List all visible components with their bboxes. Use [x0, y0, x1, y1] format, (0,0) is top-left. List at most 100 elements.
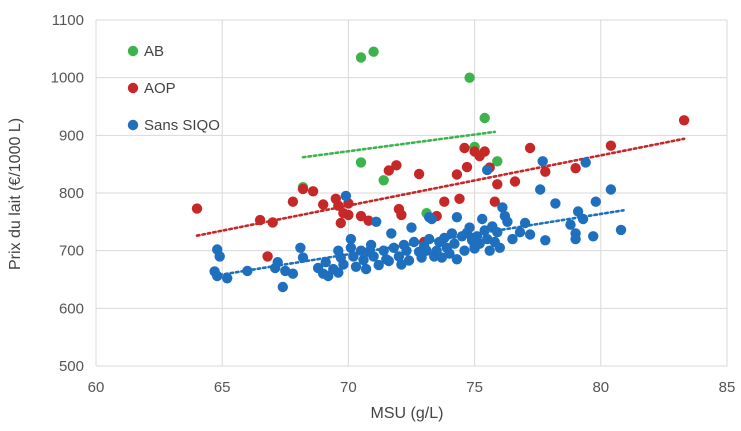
- point-sans-siqo: [242, 266, 252, 276]
- legend-marker-sans-siqo: [128, 120, 138, 130]
- point-sans-siqo: [616, 225, 626, 235]
- x-tick-label: 80: [592, 379, 609, 396]
- point-ab: [464, 73, 474, 83]
- point-sans-siqo: [447, 228, 457, 238]
- point-sans-siqo: [215, 251, 225, 261]
- point-sans-siqo: [452, 212, 462, 222]
- point-aop: [318, 199, 328, 209]
- point-sans-siqo: [333, 267, 343, 277]
- x-tick-label: 75: [466, 379, 483, 396]
- point-aop: [343, 210, 353, 220]
- legend-marker-ab: [128, 46, 138, 56]
- point-sans-siqo: [540, 235, 550, 245]
- point-aop: [391, 160, 401, 170]
- x-tick-label: 85: [719, 379, 736, 396]
- point-aop: [268, 217, 278, 227]
- point-sans-siqo: [515, 227, 525, 237]
- point-sans-siqo: [361, 264, 371, 274]
- point-aop: [288, 197, 298, 207]
- point-sans-siqo: [452, 254, 462, 264]
- point-sans-siqo: [399, 240, 409, 250]
- point-aop: [262, 251, 272, 261]
- y-tick-label: 1000: [51, 70, 84, 87]
- point-sans-siqo: [421, 246, 431, 256]
- data-points: [192, 47, 690, 293]
- point-sans-siqo: [424, 234, 434, 244]
- point-aop: [679, 115, 689, 125]
- point-sans-siqo: [341, 191, 351, 201]
- point-ab: [356, 52, 366, 62]
- point-sans-siqo: [606, 184, 616, 194]
- point-sans-siqo: [485, 246, 495, 256]
- y-tick-label: 500: [59, 358, 84, 375]
- point-aop: [570, 163, 580, 173]
- point-sans-siqo: [298, 252, 308, 262]
- point-sans-siqo: [424, 212, 434, 222]
- point-sans-siqo: [495, 243, 505, 253]
- point-aop: [452, 169, 462, 179]
- point-sans-siqo: [500, 211, 510, 221]
- point-sans-siqo: [449, 239, 459, 249]
- point-sans-siqo: [212, 271, 222, 281]
- point-aop: [480, 146, 490, 156]
- point-sans-siqo: [588, 231, 598, 241]
- point-sans-siqo: [578, 214, 588, 224]
- y-tick-label: 1100: [52, 12, 84, 29]
- point-sans-siqo: [520, 218, 530, 228]
- point-sans-siqo: [270, 263, 280, 273]
- point-sans-siqo: [409, 237, 419, 247]
- y-tick-label: 900: [59, 127, 84, 144]
- x-tick-label: 65: [214, 379, 231, 396]
- point-aop: [255, 215, 265, 225]
- point-sans-siqo: [278, 282, 288, 292]
- point-sans-siqo: [381, 254, 391, 264]
- x-tick-labels: 60 65 70 75 80 85: [88, 379, 736, 396]
- point-sans-siqo: [318, 269, 328, 279]
- point-sans-siqo: [469, 241, 479, 251]
- point-sans-siqo: [363, 247, 373, 257]
- point-sans-siqo: [565, 220, 575, 230]
- point-aop: [414, 169, 424, 179]
- point-sans-siqo: [462, 228, 472, 238]
- point-aop: [459, 143, 469, 153]
- point-sans-siqo: [570, 234, 580, 244]
- x-tick-label: 60: [88, 379, 105, 396]
- y-tick-label: 800: [59, 185, 84, 202]
- point-sans-siqo: [591, 197, 601, 207]
- point-aop: [606, 141, 616, 151]
- point-sans-siqo: [295, 243, 305, 253]
- point-aop: [336, 218, 346, 228]
- point-sans-siqo: [492, 227, 502, 237]
- x-axis-label: MSU (g/L): [371, 405, 444, 422]
- point-sans-siqo: [477, 214, 487, 224]
- point-sans-siqo: [406, 222, 416, 232]
- y-axis-label: Prix du lait (€/1000 L): [7, 118, 24, 270]
- point-aop: [396, 210, 406, 220]
- point-sans-siqo: [288, 269, 298, 279]
- point-ab: [480, 113, 490, 123]
- point-ab: [356, 157, 366, 167]
- y-tick-label: 700: [59, 243, 84, 260]
- y-tick-label: 600: [59, 300, 84, 317]
- legend: ABAOPSans SIQO: [128, 43, 220, 134]
- point-aop: [439, 197, 449, 207]
- point-aop: [510, 176, 520, 186]
- point-sans-siqo: [371, 217, 381, 227]
- point-aop: [525, 143, 535, 153]
- point-sans-siqo: [222, 273, 232, 283]
- point-sans-siqo: [525, 229, 535, 239]
- point-sans-siqo: [346, 243, 356, 253]
- point-aop: [492, 179, 502, 189]
- point-sans-siqo: [538, 156, 548, 166]
- legend-label-ab: AB: [144, 43, 164, 60]
- point-aop: [308, 186, 318, 196]
- point-aop: [540, 167, 550, 177]
- point-sans-siqo: [386, 228, 396, 238]
- point-sans-siqo: [581, 157, 591, 167]
- point-aop: [192, 203, 202, 213]
- point-sans-siqo: [459, 246, 469, 256]
- point-aop: [462, 162, 472, 172]
- point-sans-siqo: [535, 184, 545, 194]
- point-ab: [368, 47, 378, 57]
- point-aop: [298, 184, 308, 194]
